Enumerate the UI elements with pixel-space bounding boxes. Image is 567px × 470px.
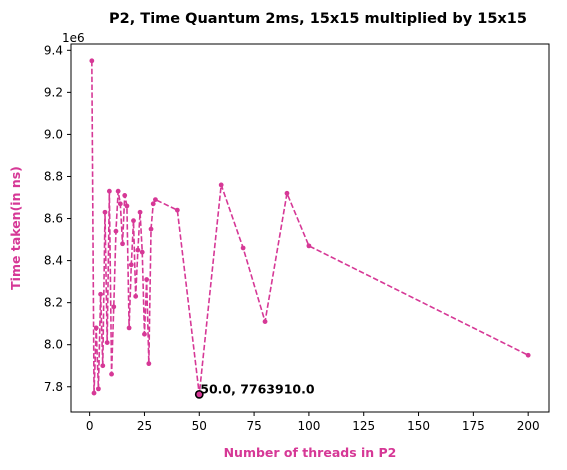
y-axis-label: Time taken(in ns) [8,166,23,290]
x-tick-label: 150 [407,419,430,433]
data-point [525,352,531,358]
series-line [91,60,529,395]
y-tick-label: 7.8 [44,380,63,394]
data-point [148,226,154,232]
y-tick-label: 9.0 [44,127,63,141]
data-point [133,293,139,299]
x-tick-label: 50 [192,419,207,433]
data-point [96,386,101,392]
data-point [306,243,312,249]
data-point [106,188,112,194]
y-tick-label: 9.2 [44,85,63,99]
x-tick-label: 0 [86,419,94,433]
data-point [102,209,108,215]
y-tick-label: 8.6 [44,212,63,226]
x-tick-label: 100 [297,419,320,433]
data-point [100,363,106,369]
x-tick-label: 75 [246,419,261,433]
data-point [262,319,268,324]
data-point [93,325,99,331]
data-point [135,247,141,253]
highlight-layer: 50.0, 7763910.0 [194,381,315,399]
data-point [174,207,180,213]
x-tick-label: 125 [352,419,375,433]
data-point [137,209,143,215]
data-point [146,361,152,367]
highlight-point [194,389,204,399]
highlight-annotation: 50.0, 7763910.0 [200,381,315,396]
data-point [126,325,132,331]
series-layer [89,58,531,397]
data-point [115,188,121,194]
data-point [144,277,150,282]
data-point [120,241,125,247]
data-point [98,291,104,297]
data-point [240,245,246,251]
data-point [150,201,156,207]
chart-title: P2, Time Quantum 2ms, 15x15 multiplied b… [109,11,527,27]
data-point [122,193,128,198]
data-point [142,331,147,337]
data-point [111,304,117,310]
x-tick-label: 25 [137,419,152,433]
y-tick-label: 8.0 [44,338,63,352]
y-axis-ticks: 7.8 8.0 8.2 8.4 8.6 8.8 9.0 9.2 9.4 [44,43,71,394]
x-axis-label: Number of threads in P2 [224,445,397,460]
data-point [104,340,110,346]
data-point [284,190,290,196]
data-point [124,203,130,209]
data-point [139,249,145,255]
data-point [218,182,224,188]
x-axis-ticks: 0 25 50 75 100 125 150 175 200 [86,412,540,433]
y-offset-label: 1e6 [62,31,85,45]
data-point [109,371,114,377]
y-tick-label: 8.8 [44,169,63,183]
data-point [117,201,123,207]
x-tick-label: 175 [462,419,485,433]
y-tick-label: 9.4 [44,43,63,57]
plot-frame [70,43,550,413]
data-point [89,58,95,64]
data-point [91,390,97,396]
data-point [113,228,119,234]
y-tick-label: 8.4 [44,254,63,268]
y-tick-label: 8.2 [44,296,63,310]
data-point [128,262,134,268]
data-point [153,197,158,203]
data-point [131,218,136,224]
x-tick-label: 200 [517,419,540,433]
